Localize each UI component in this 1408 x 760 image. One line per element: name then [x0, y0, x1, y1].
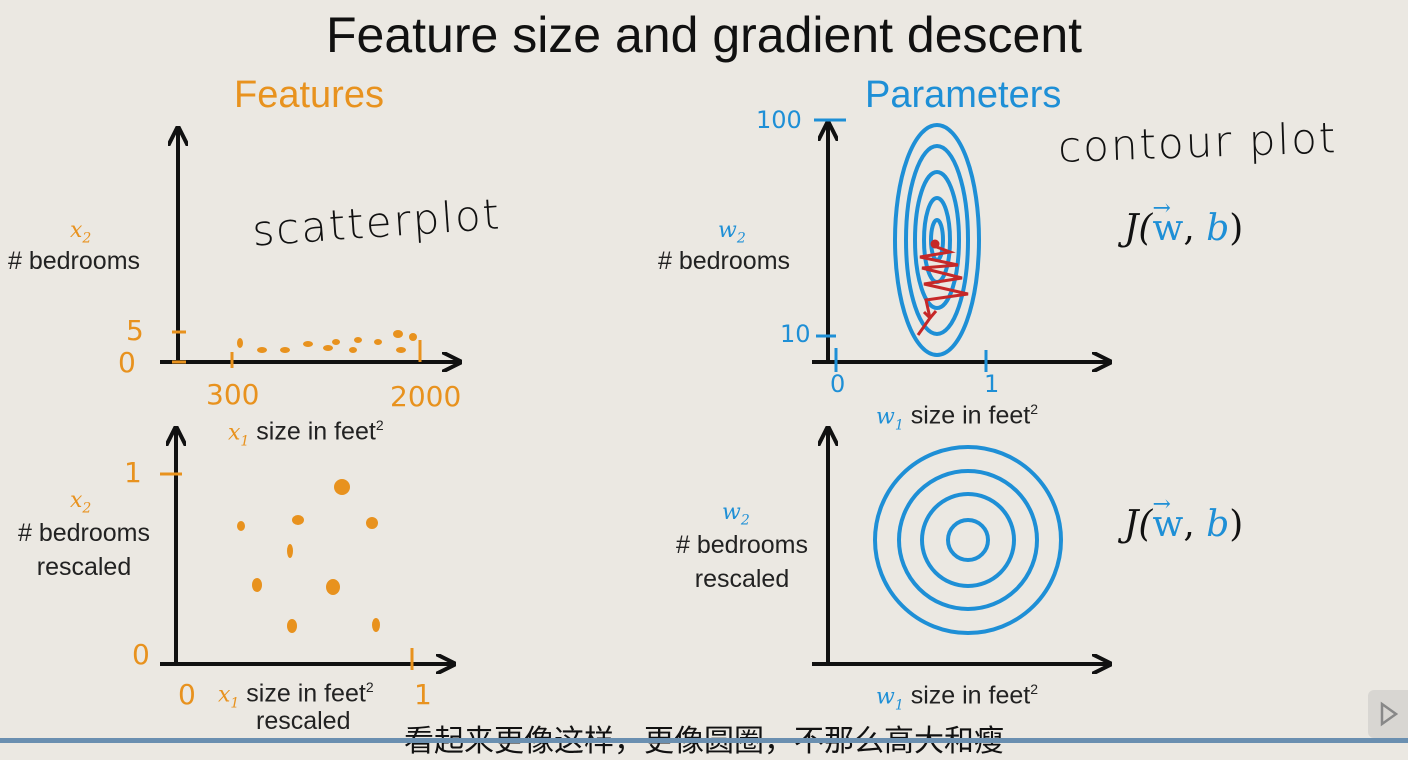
top-right-y-tick-high: 100 [756, 106, 802, 134]
top-left-x-tick-low: 300 [206, 378, 260, 411]
bottom-left-y-var: x2 [70, 488, 92, 517]
vector-arrow-icon: → [1152, 196, 1171, 221]
bottom-right-contours [873, 445, 1063, 635]
bottom-right-cost-function: J(w →, b) [1124, 492, 1244, 545]
bottom-left-points [237, 479, 380, 633]
top-left-y-label: # bedrooms [8, 247, 141, 275]
w-vector-symbol: w → [1152, 492, 1184, 545]
top-left-x-label: x1 size in feet2 [228, 417, 384, 450]
features-heading: Features [234, 74, 384, 116]
bottom-right-y-var: w2 [722, 500, 750, 529]
parameters-heading: Parameters [865, 74, 1062, 116]
bottom-left-x-tick-low: 0 [178, 678, 196, 711]
top-left-axes [160, 130, 458, 368]
w-vector-symbol: w → [1152, 196, 1184, 249]
video-progress-bar[interactable] [0, 738, 1408, 743]
vector-arrow-icon: → [1152, 492, 1171, 517]
bottom-left-y-tick-low: 0 [132, 638, 150, 671]
top-left-x-tick-high: 2000 [390, 380, 462, 413]
gradient-descent-path [916, 239, 969, 336]
bottom-right-axes [812, 430, 1108, 664]
top-right-cost-function: J(w →, b) [1124, 196, 1244, 249]
bottom-left-y-tick-high: 1 [124, 456, 142, 489]
top-right-axes [812, 118, 1108, 372]
top-left-y-tick-high: 5 [126, 314, 144, 347]
top-right-x-tick-low: 0 [830, 370, 846, 398]
top-left-points [237, 330, 417, 353]
next-slide-button[interactable] [1368, 690, 1408, 738]
top-right-y-tick-low: 10 [780, 320, 811, 348]
top-left-y-var: x2 [70, 218, 92, 247]
top-right-y-var: w2 [718, 218, 746, 247]
play-next-icon [1380, 701, 1399, 727]
bottom-left-x-tick-high: 1 [414, 678, 432, 711]
bottom-left-x-label: x1 size in feet2 [218, 679, 374, 712]
bottom-left-axes [160, 430, 452, 670]
top-right-x-tick-high: 1 [984, 370, 1000, 398]
slide-drawing [160, 118, 1408, 743]
top-right-x-label: w1 size in feet2 [876, 401, 1039, 434]
bottom-right-x-label: w1 size in feet2 [876, 681, 1039, 714]
bottom-right-y-label: # bedrooms rescaled [675, 531, 809, 593]
bottom-left-y-label: # bedrooms rescaled [17, 519, 151, 581]
slide-title: Feature size and gradient descent [325, 7, 1083, 63]
top-left-y-tick-low: 0 [118, 346, 136, 379]
bottom-left-x-label-rescaled: rescaled [256, 707, 351, 735]
top-right-y-label: # bedrooms [658, 247, 791, 275]
